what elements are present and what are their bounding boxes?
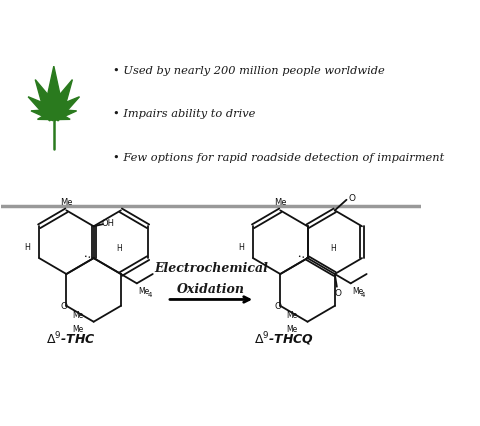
Text: Me: Me [286, 324, 297, 333]
Text: Me: Me [353, 287, 364, 296]
Text: Me: Me [72, 311, 83, 320]
Text: OH: OH [101, 219, 114, 228]
Text: Me: Me [274, 197, 287, 206]
Text: Electrochemical: Electrochemical [154, 262, 268, 274]
Polygon shape [53, 110, 77, 121]
Polygon shape [49, 98, 80, 122]
Text: $\Delta^9$-THC: $\Delta^9$-THC [46, 330, 96, 346]
Polygon shape [53, 111, 70, 121]
Text: O: O [334, 288, 341, 297]
Text: Oxidation: Oxidation [177, 283, 245, 296]
Text: • Few options for rapid roadside detection of impairment: • Few options for rapid roadside detecti… [112, 153, 444, 163]
Text: O: O [275, 302, 282, 311]
Text: • Used by nearly 200 million people worldwide: • Used by nearly 200 million people worl… [112, 66, 384, 76]
Text: 4: 4 [147, 292, 152, 298]
Text: Me: Me [286, 311, 297, 320]
Text: O: O [348, 194, 355, 203]
Text: H: H [239, 242, 244, 251]
Polygon shape [46, 81, 72, 120]
Text: Me: Me [139, 287, 150, 296]
Text: • Impairs ability to drive: • Impairs ability to drive [112, 109, 255, 118]
Text: Me: Me [72, 324, 83, 333]
Text: H: H [24, 242, 30, 251]
Text: Me: Me [60, 197, 72, 206]
Text: 4: 4 [361, 292, 365, 298]
Polygon shape [37, 111, 55, 121]
Text: H: H [116, 243, 121, 252]
Polygon shape [31, 110, 55, 121]
Text: H: H [330, 243, 336, 252]
Text: $\Delta^9$-THCQ: $\Delta^9$-THCQ [254, 329, 314, 347]
Polygon shape [35, 81, 61, 120]
Polygon shape [28, 98, 58, 122]
Polygon shape [43, 67, 64, 115]
Text: O: O [61, 302, 68, 311]
